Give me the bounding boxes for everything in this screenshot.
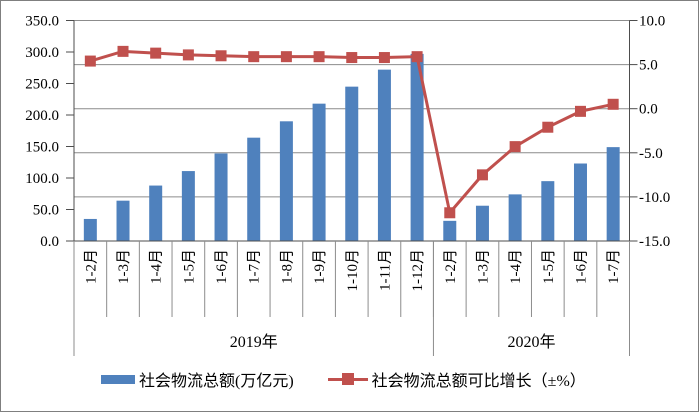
line-marker-1-12月 bbox=[411, 51, 423, 63]
category-label: 1-11月 bbox=[377, 249, 393, 291]
line-marker-1-8月 bbox=[280, 51, 292, 63]
bar-1-10月 bbox=[345, 86, 359, 242]
bar-1-3月 bbox=[116, 200, 130, 241]
category-label: 1-5月 bbox=[181, 249, 197, 284]
bar-1-12月 bbox=[410, 53, 424, 241]
chart-legend: 社会物流总额(万亿元) 社会物流总额可比增长（±%） bbox=[101, 367, 586, 391]
category-label: 1-10月 bbox=[345, 249, 361, 292]
legend-item-line-series: 社会物流总额可比增长（±%） bbox=[327, 367, 586, 391]
line-marker-1-2月 bbox=[84, 55, 96, 67]
left-axis-label: 200.0 bbox=[25, 108, 59, 124]
line-marker-1-9月 bbox=[313, 51, 325, 63]
category-label: 1-9月 bbox=[312, 249, 328, 284]
left-axis-label: 350.0 bbox=[25, 14, 59, 30]
category-label: 1-6月 bbox=[573, 249, 589, 284]
bar-1-9月 bbox=[312, 103, 326, 241]
line-marker-1-5月 bbox=[182, 49, 194, 61]
bar-1-7月 bbox=[247, 137, 261, 241]
bar-1-6月 bbox=[573, 163, 587, 241]
category-label: 1-3月 bbox=[116, 249, 132, 284]
bar-1-3月 bbox=[475, 205, 489, 241]
bar-1-7月 bbox=[606, 147, 620, 241]
line-marker-1-3月 bbox=[117, 45, 129, 57]
category-label: 1-6月 bbox=[214, 249, 230, 284]
right-axis-label: 10.0 bbox=[639, 14, 665, 30]
right-axis-label: 5.0 bbox=[639, 58, 658, 74]
bar-1-11月 bbox=[377, 69, 391, 241]
year-label: 2020年 bbox=[507, 333, 555, 351]
line-marker-1-11月 bbox=[378, 52, 390, 64]
legend-bar-label: 社会物流总额(万亿元) bbox=[139, 373, 294, 390]
line-marker-1-3月 bbox=[476, 169, 488, 181]
line-marker-1-7月 bbox=[607, 98, 619, 110]
line-marker-1-10月 bbox=[346, 52, 358, 64]
bar-series-swatch-icon bbox=[101, 374, 135, 384]
left-axis-label: 300.0 bbox=[25, 45, 59, 61]
left-axis-label: 0.0 bbox=[40, 234, 59, 250]
category-label: 1-4月 bbox=[149, 249, 165, 284]
line-marker-1-6月 bbox=[215, 50, 227, 62]
category-label: 1-3月 bbox=[475, 249, 491, 284]
bar-1-5月 bbox=[541, 181, 555, 241]
category-label: 1-5月 bbox=[541, 249, 557, 284]
category-label: 1-2月 bbox=[443, 249, 459, 284]
left-axis-label: 250.0 bbox=[25, 77, 59, 93]
category-label: 1-7月 bbox=[247, 249, 263, 284]
line-marker-1-4月 bbox=[150, 47, 162, 59]
right-axis-label: -5.0 bbox=[639, 146, 663, 162]
line-marker-1-5月 bbox=[542, 121, 554, 133]
bar-1-4月 bbox=[149, 185, 163, 241]
line-marker-1-7月 bbox=[248, 51, 260, 63]
category-label: 1-2月 bbox=[83, 249, 99, 284]
category-label: 1-8月 bbox=[279, 249, 295, 284]
category-label: 1-4月 bbox=[508, 249, 524, 284]
bar-1-8月 bbox=[279, 121, 293, 241]
left-axis-label: 100.0 bbox=[25, 171, 59, 187]
year-label: 2019年 bbox=[230, 333, 278, 351]
left-axis-label: 50.0 bbox=[33, 203, 59, 219]
bar-1-4月 bbox=[508, 194, 522, 241]
right-axis-label: -15.0 bbox=[639, 234, 670, 250]
bar-1-2月 bbox=[443, 220, 457, 241]
legend-item-bar-series: 社会物流总额(万亿元) bbox=[101, 367, 294, 391]
legend-line-label: 社会物流总额可比增长（±%） bbox=[371, 373, 586, 390]
left-axis-label: 150.0 bbox=[25, 140, 59, 156]
right-axis-label: -10.0 bbox=[639, 190, 670, 206]
bar-1-6月 bbox=[214, 153, 228, 241]
right-axis-label: 0.0 bbox=[639, 102, 658, 118]
line-series-swatch-icon bbox=[327, 372, 368, 386]
category-label: 1-12月 bbox=[410, 249, 426, 292]
line-marker-1-4月 bbox=[509, 141, 521, 153]
category-label: 1-7月 bbox=[606, 249, 622, 284]
bar-1-5月 bbox=[181, 171, 195, 241]
line-marker-1-2月 bbox=[444, 207, 456, 219]
line-marker-1-6月 bbox=[574, 105, 586, 117]
bar-1-2月 bbox=[83, 218, 97, 241]
